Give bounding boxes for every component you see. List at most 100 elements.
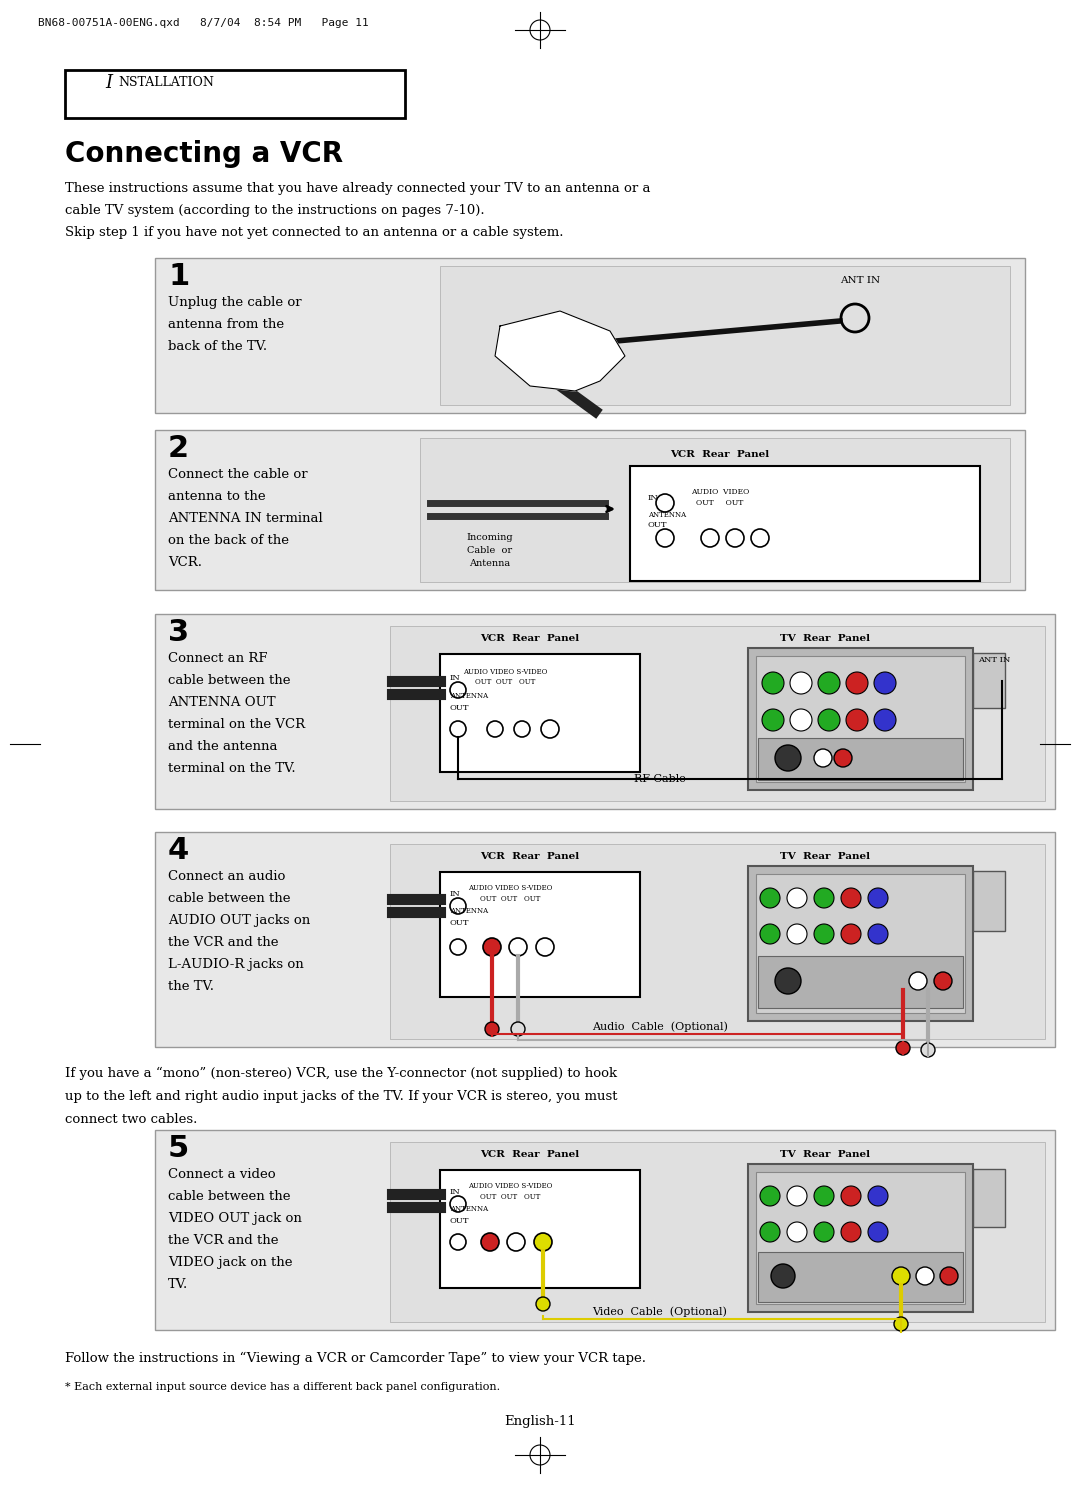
Text: the VCR and the: the VCR and the — [168, 935, 279, 949]
Text: the TV.: the TV. — [168, 980, 214, 993]
Text: AUDIO OUT jacks on: AUDIO OUT jacks on — [168, 915, 310, 926]
Text: TV.: TV. — [168, 1277, 188, 1291]
Text: IN: IN — [450, 1188, 461, 1196]
Text: VCR  Rear  Panel: VCR Rear Panel — [481, 852, 580, 861]
Bar — [440, 1170, 640, 1288]
Circle shape — [775, 745, 801, 770]
Bar — [390, 1142, 1045, 1322]
Circle shape — [868, 1222, 888, 1242]
Text: terminal on the VCR: terminal on the VCR — [168, 718, 306, 732]
Circle shape — [841, 888, 861, 909]
Text: Connecting a VCR: Connecting a VCR — [65, 140, 343, 168]
Text: English-11: English-11 — [504, 1416, 576, 1428]
Text: Video  Cable  (Optional): Video Cable (Optional) — [593, 1306, 728, 1316]
Circle shape — [760, 923, 780, 944]
Circle shape — [874, 709, 896, 732]
Bar — [156, 614, 1055, 809]
Polygon shape — [495, 311, 625, 391]
Circle shape — [814, 888, 834, 909]
Text: TV  Rear  Panel: TV Rear Panel — [780, 633, 870, 642]
Text: OUT: OUT — [648, 520, 667, 529]
Text: Unplug the cable or: Unplug the cable or — [168, 296, 301, 309]
Bar — [156, 430, 1025, 590]
Text: Cable  or: Cable or — [468, 546, 513, 555]
Text: 2: 2 — [168, 434, 189, 462]
Circle shape — [789, 709, 812, 732]
Bar — [156, 833, 1055, 1047]
Bar — [748, 865, 973, 1022]
Text: OUT: OUT — [450, 919, 470, 926]
Text: antenna to the: antenna to the — [168, 491, 266, 503]
Circle shape — [771, 1264, 795, 1288]
Text: the VCR and the: the VCR and the — [168, 1234, 279, 1248]
Circle shape — [868, 1187, 888, 1206]
Text: TV  Rear  Panel: TV Rear Panel — [780, 1149, 870, 1158]
Text: VCR  Rear  Panel: VCR Rear Panel — [671, 451, 770, 459]
Circle shape — [762, 709, 784, 732]
Text: Follow the instructions in “Viewing a VCR or Camcorder Tape” to view your VCR ta: Follow the instructions in “Viewing a VC… — [65, 1352, 646, 1365]
Text: OUT  OUT   OUT: OUT OUT OUT — [480, 1193, 540, 1201]
Circle shape — [818, 709, 840, 732]
Circle shape — [818, 672, 840, 694]
Circle shape — [762, 672, 784, 694]
Circle shape — [814, 1222, 834, 1242]
Circle shape — [814, 749, 832, 767]
Text: ANT IN: ANT IN — [840, 277, 880, 286]
Text: IN: IN — [450, 674, 461, 683]
Text: These instructions assume that you have already connected your TV to an antenna : These instructions assume that you have … — [65, 181, 650, 195]
Text: VIDEO jack on the: VIDEO jack on the — [168, 1257, 293, 1268]
Bar — [973, 871, 1005, 931]
Text: antenna from the: antenna from the — [168, 318, 284, 332]
Text: Skip step 1 if you have not yet connected to an antenna or a cable system.: Skip step 1 if you have not yet connecte… — [65, 226, 564, 239]
Bar — [758, 1252, 963, 1303]
Bar — [756, 1172, 966, 1304]
Text: Connect an RF: Connect an RF — [168, 651, 268, 665]
Bar — [756, 874, 966, 1013]
Text: cable between the: cable between the — [168, 674, 291, 687]
Text: ANT IN: ANT IN — [978, 656, 1011, 665]
Bar — [156, 259, 1025, 413]
Bar — [390, 626, 1045, 801]
Bar — [440, 654, 640, 772]
Bar — [420, 439, 1010, 581]
Circle shape — [787, 888, 807, 909]
Text: NSTALLATION: NSTALLATION — [118, 76, 214, 89]
Text: ANTENNA: ANTENNA — [648, 512, 686, 519]
Circle shape — [934, 972, 951, 990]
Text: ANTENNA: ANTENNA — [450, 691, 488, 700]
Circle shape — [760, 1187, 780, 1206]
Text: L-AUDIO-R jacks on: L-AUDIO-R jacks on — [168, 958, 303, 971]
Bar — [973, 653, 1005, 708]
Text: 4: 4 — [168, 836, 189, 865]
Text: Audio  Cable  (Optional): Audio Cable (Optional) — [592, 1022, 728, 1032]
Circle shape — [940, 1267, 958, 1285]
Circle shape — [485, 1022, 499, 1036]
Circle shape — [534, 1233, 552, 1251]
Circle shape — [775, 968, 801, 993]
Circle shape — [892, 1267, 910, 1285]
Bar — [973, 1169, 1005, 1227]
Circle shape — [841, 1222, 861, 1242]
Text: RF Cable: RF Cable — [634, 775, 686, 784]
Circle shape — [787, 923, 807, 944]
Circle shape — [511, 1022, 525, 1036]
Text: Connect an audio: Connect an audio — [168, 870, 285, 883]
Text: If you have a “mono” (non-stereo) VCR, use the Y-connector (not supplied) to hoo: If you have a “mono” (non-stereo) VCR, u… — [65, 1068, 617, 1080]
Text: cable TV system (according to the instructions on pages 7-10).: cable TV system (according to the instru… — [65, 204, 485, 217]
Text: 3: 3 — [168, 619, 189, 647]
Circle shape — [789, 672, 812, 694]
Text: AUDIO VIDEO S-VIDEO: AUDIO VIDEO S-VIDEO — [468, 1182, 552, 1190]
Text: AUDIO VIDEO S-VIDEO: AUDIO VIDEO S-VIDEO — [463, 668, 548, 677]
Text: IN: IN — [648, 494, 659, 503]
Bar — [630, 465, 980, 581]
Circle shape — [760, 1222, 780, 1242]
Circle shape — [787, 1187, 807, 1206]
Text: VIDEO OUT jack on: VIDEO OUT jack on — [168, 1212, 302, 1225]
Circle shape — [507, 1233, 525, 1251]
Circle shape — [841, 923, 861, 944]
Text: OUT  OUT   OUT: OUT OUT OUT — [480, 895, 540, 903]
Text: OUT  OUT   OUT: OUT OUT OUT — [475, 678, 536, 686]
Circle shape — [874, 672, 896, 694]
Text: IN: IN — [450, 891, 461, 898]
Circle shape — [846, 672, 868, 694]
